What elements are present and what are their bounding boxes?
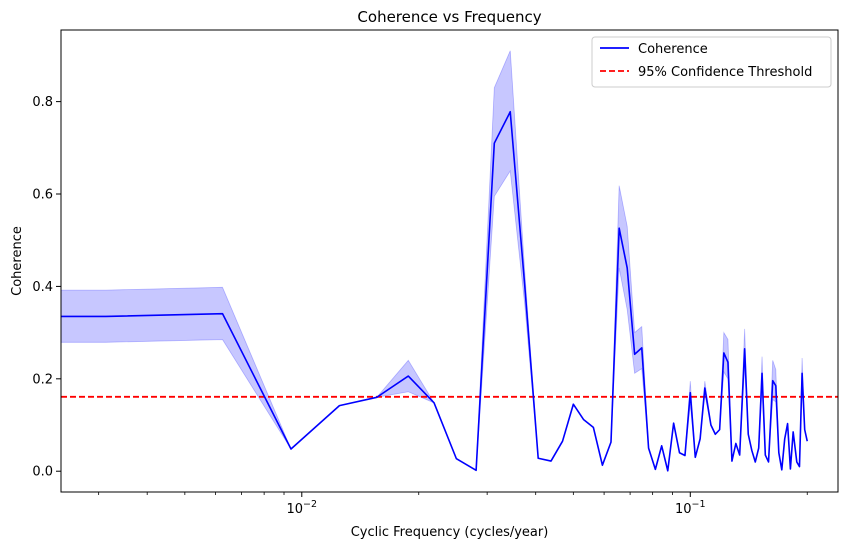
coherence-point [796, 461, 798, 463]
coherence-point [801, 372, 803, 374]
coherence-point [727, 361, 729, 363]
y-tick-label: 0.0 [32, 465, 53, 480]
coherence-point [407, 375, 409, 377]
coherence-point [723, 352, 725, 354]
coherence-point [654, 468, 656, 470]
y-tick-label: 0.8 [32, 95, 53, 110]
coherence-line-layer [61, 110, 809, 472]
coherence-point [660, 445, 662, 447]
coherence-point [641, 347, 643, 349]
coherence-point [778, 452, 780, 454]
legend: Coherence 95% Confidence Threshold [591, 36, 832, 88]
y-tick-label: 0.6 [32, 188, 53, 203]
axes-frame [60, 29, 839, 493]
coherence-point [689, 391, 691, 393]
coherence-point [767, 461, 769, 463]
y-axis-ticks: 0.0 0.2 0.4 0.6 0.8 [32, 95, 61, 480]
coherence-point [561, 440, 563, 442]
coherence-point [601, 464, 603, 466]
coherence-point [758, 447, 760, 449]
coherence-point [582, 418, 584, 420]
coherence-point [618, 227, 620, 229]
coherence-point [798, 465, 800, 467]
coherence-point [592, 426, 594, 428]
coherence-point [751, 449, 753, 451]
coherence-point [731, 460, 733, 462]
coherence-point [550, 460, 552, 462]
coherence-point [738, 454, 740, 456]
legend-box [591, 36, 832, 88]
coherence-point [338, 404, 340, 406]
coherence-point [572, 403, 574, 405]
coherence-point [610, 441, 612, 443]
coherence-point [786, 422, 788, 424]
coherence-point [735, 442, 737, 444]
coherence-point [775, 385, 777, 387]
coherence-point [647, 447, 649, 449]
coherence-point [524, 285, 526, 287]
x-axis-ticks: 10−2 10−1 [98, 492, 808, 517]
coherence-point [633, 353, 635, 355]
x-axis-label: Cyclic Frequency (cycles/year) [351, 525, 549, 540]
coherence-point [789, 468, 791, 470]
coherence-point [704, 387, 706, 389]
legend-threshold-label: 95% Confidence Threshold [638, 65, 812, 80]
coherence-point [433, 402, 435, 404]
plot-area [61, 50, 838, 472]
coherence-point [626, 267, 628, 269]
coherence-point [803, 428, 805, 430]
coherence-point [221, 312, 223, 314]
coherence-point [672, 422, 674, 424]
coherence-line [61, 110, 809, 472]
y-tick-label: 0.2 [32, 372, 53, 387]
coherence-point [781, 469, 783, 471]
y-tick-label: 0.4 [32, 280, 53, 295]
coherence-point [493, 142, 495, 144]
coherence-point [747, 433, 749, 435]
coherence-point [509, 111, 511, 113]
coherence-point [105, 315, 107, 317]
coherence-point [684, 454, 686, 456]
coherence-point [537, 457, 539, 459]
coherence-point [678, 452, 680, 454]
coherence-point [376, 396, 378, 398]
y-axis-label: Coherence [10, 226, 25, 296]
coherence-point [792, 431, 794, 433]
coherence-point [764, 454, 766, 456]
coherence-point [754, 461, 756, 463]
coherence-point [743, 348, 745, 350]
x-tick-label: 10−1 [675, 499, 706, 517]
coherence-point [714, 433, 716, 435]
coherence-point [718, 428, 720, 430]
coherence-point [710, 424, 712, 426]
x-tick-label: 10−2 [287, 499, 318, 517]
coherence-point [699, 438, 701, 440]
coherence-point [806, 440, 808, 442]
coherence-point [694, 456, 696, 458]
coherence-point [784, 438, 786, 440]
chart-title: Coherence vs Frequency [357, 8, 541, 26]
coherence-point [475, 469, 477, 471]
legend-coherence-label: Coherence [638, 42, 708, 57]
coherence-point [761, 372, 763, 374]
coherence-point [772, 379, 774, 381]
coherence-point [290, 448, 292, 450]
coherence-point [667, 470, 669, 472]
coherence-point [455, 458, 457, 460]
